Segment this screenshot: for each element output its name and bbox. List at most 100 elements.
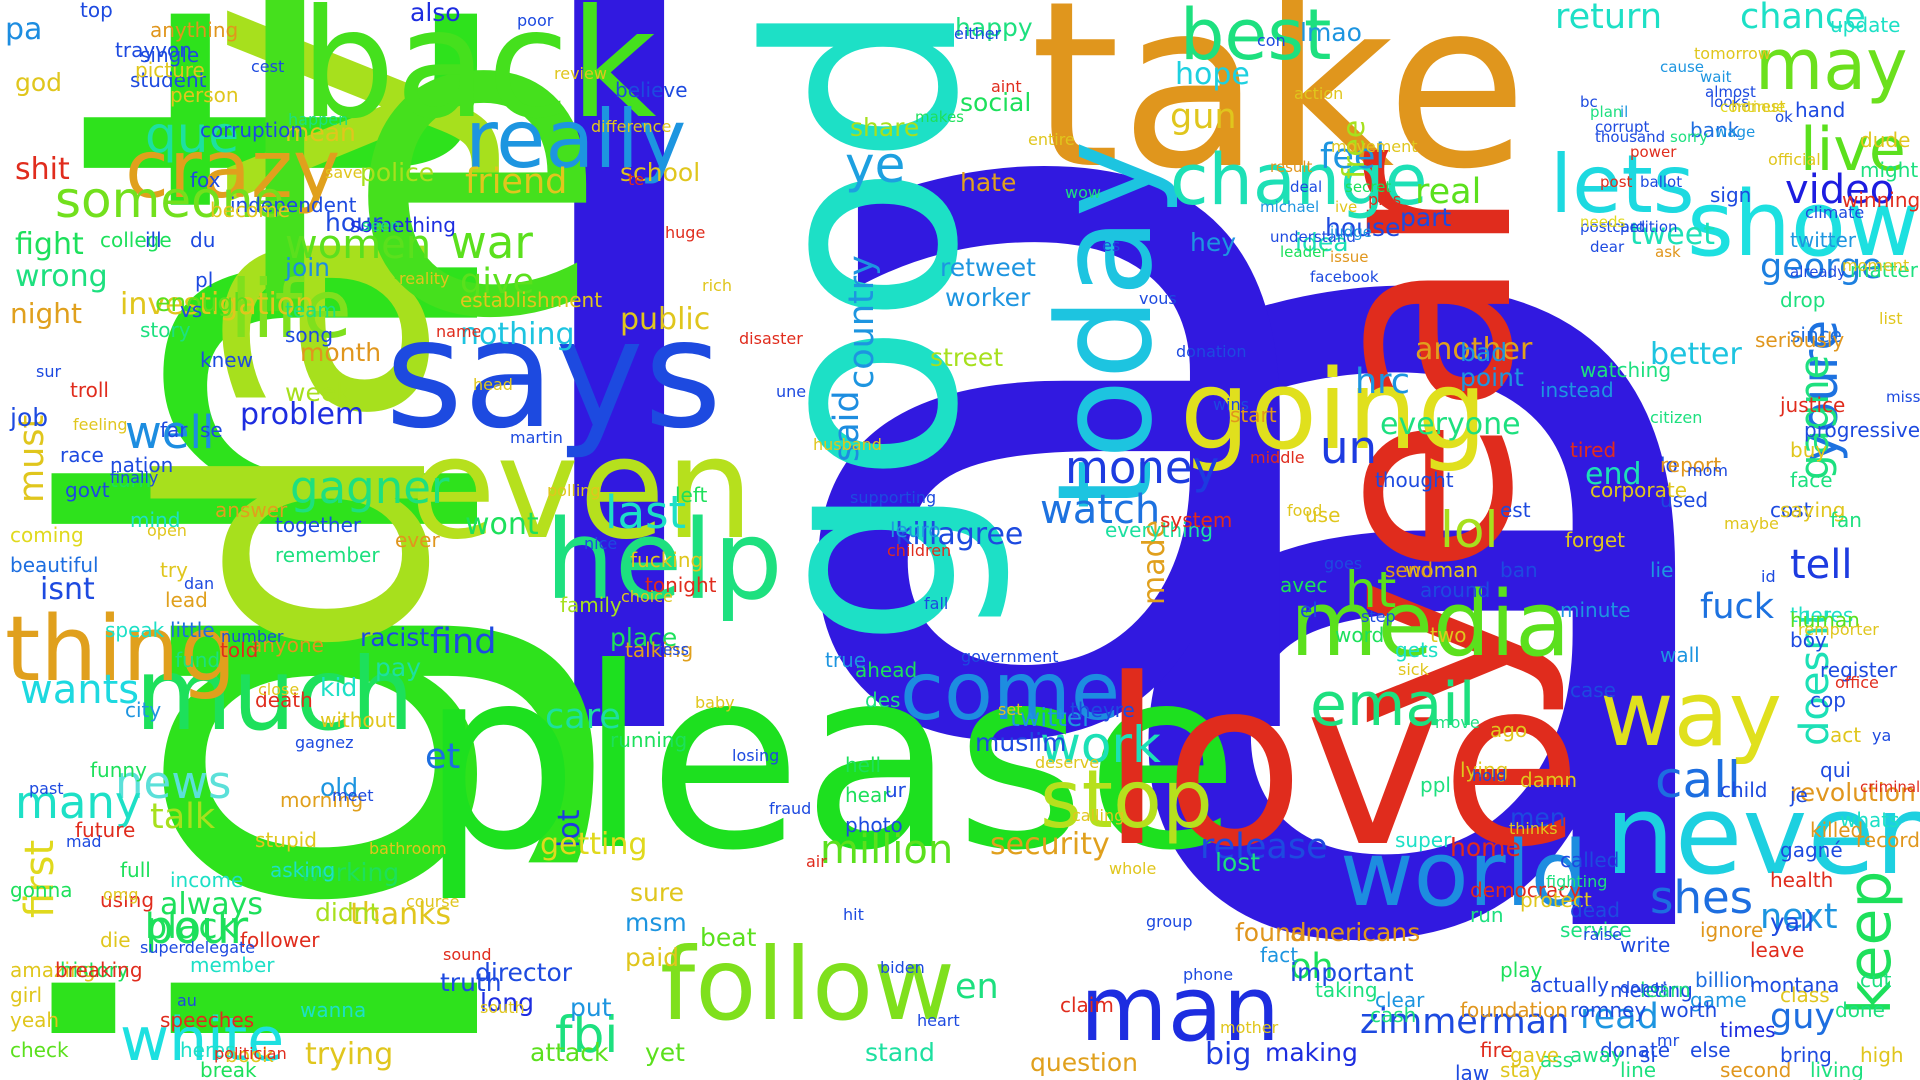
word-return: return [1555, 0, 1663, 37]
word-since: since [1790, 323, 1842, 347]
word-george: george [1760, 247, 1883, 287]
word-mean: mean [285, 118, 356, 147]
word-vs: vs [180, 298, 203, 322]
word-speak: speak [105, 618, 165, 642]
word-system: system [1160, 508, 1233, 532]
word-idea: idea [1295, 228, 1349, 257]
word-list: list [1879, 309, 1903, 328]
word-become: become [210, 198, 291, 222]
word-zimmerman: zimmerman [1360, 1002, 1570, 1042]
word-next: next [1760, 897, 1838, 937]
word-single: single [140, 43, 200, 67]
word-something: something [350, 213, 456, 237]
word-heart: heart [917, 1011, 960, 1030]
word-give: give [460, 262, 535, 302]
word-donor: donor [1620, 978, 1667, 997]
word-send: send [1385, 558, 1434, 582]
word-independent: independent [230, 193, 357, 217]
word-children: children [887, 541, 952, 560]
word-bring: bring [1780, 1043, 1832, 1067]
word-huge: huge [665, 223, 706, 242]
word-way: way [1600, 662, 1783, 767]
word-country: country [842, 255, 882, 389]
word-une: une [776, 382, 807, 401]
word-sorry: sorry [1670, 128, 1708, 146]
word-est: est [1500, 498, 1531, 522]
word-start: start [1230, 403, 1277, 427]
word-child: child [1720, 778, 1768, 802]
word-wanna: wanna [300, 998, 367, 1022]
word-le: le [225, 0, 610, 413]
word-food: food [1287, 501, 1323, 520]
word-wants: wants [20, 667, 140, 713]
word-week: week [285, 378, 351, 407]
word-together: together [275, 513, 362, 537]
word-love: love [1100, 631, 1583, 898]
word-check: check [10, 1038, 69, 1062]
word-issue: issue [1330, 248, 1369, 266]
word-sign: sign [1710, 183, 1752, 207]
word-feel: feel [1320, 137, 1386, 177]
word-leader: leader [1280, 243, 1328, 261]
word-pa: pa [5, 12, 43, 47]
word-gets: gets [1395, 638, 1439, 662]
word-fan: fan [1830, 508, 1862, 532]
word-news: news [115, 756, 232, 809]
word-black: black [145, 907, 238, 947]
word-ok: ok [1775, 108, 1793, 126]
word-investigation: investigation [120, 287, 315, 322]
word-break: break [200, 1058, 257, 1080]
word-petition: petition [1620, 218, 1678, 236]
word-called: called [1560, 848, 1620, 872]
word-continue: continue [1720, 98, 1786, 116]
word-troll: troll [70, 378, 109, 402]
word-past: past [29, 779, 64, 798]
word-killagree: killagree [895, 517, 1024, 552]
word-story: story [140, 318, 191, 342]
word-billion: billion [1695, 968, 1755, 992]
word-either: either [954, 24, 1002, 43]
word-climate: climate [1805, 203, 1865, 222]
word-watch: watch [1040, 487, 1161, 533]
word-goes: goes [1324, 554, 1363, 573]
word-case: case [1570, 678, 1616, 702]
word-end: end [1585, 457, 1642, 492]
word-report: report [1660, 453, 1722, 477]
word-raise: raise [1583, 925, 1623, 944]
word-big: big [1205, 1037, 1252, 1072]
word-minute: minute [1560, 598, 1631, 622]
word-super: super [1395, 828, 1452, 852]
word-left: left [675, 483, 708, 507]
word-mind: mind [130, 508, 181, 532]
word-speeches: speeches [160, 1008, 255, 1032]
word-progressive: progressive [1804, 418, 1920, 442]
word-lmao: lmao [1300, 18, 1362, 47]
word-worth: worth [1660, 998, 1718, 1022]
word-que: que [145, 106, 240, 164]
word-et: et [425, 737, 461, 777]
word-wrong: wrong [15, 259, 108, 294]
word-far: far [160, 418, 188, 442]
word-learn: learn [1640, 978, 1691, 1002]
word-everything: everything [1105, 518, 1213, 542]
word-join: join [285, 253, 331, 282]
word-romney: romney [1570, 998, 1647, 1022]
word-use: use [1305, 503, 1341, 527]
word-around: around [1420, 578, 1491, 602]
word-top: top [80, 0, 113, 22]
word-man: man [1080, 957, 1280, 1062]
word-breaking: breaking [55, 958, 143, 982]
word-es: es [1102, 236, 1121, 255]
word-anything: anything [150, 18, 239, 42]
word-fraud: fraud [769, 799, 812, 818]
word-may: may [1755, 24, 1908, 106]
word-criminal: criminal [1860, 778, 1920, 796]
word-calling: calling [1072, 806, 1125, 825]
word-hear: hear [845, 783, 891, 807]
word-war: war [450, 216, 533, 269]
word-lo: lo [1660, 453, 1678, 477]
word-open: open [147, 521, 187, 540]
word-amazing: amazing [10, 958, 96, 982]
word-lie: lie [1650, 558, 1674, 582]
word-omg: omg [103, 885, 139, 904]
